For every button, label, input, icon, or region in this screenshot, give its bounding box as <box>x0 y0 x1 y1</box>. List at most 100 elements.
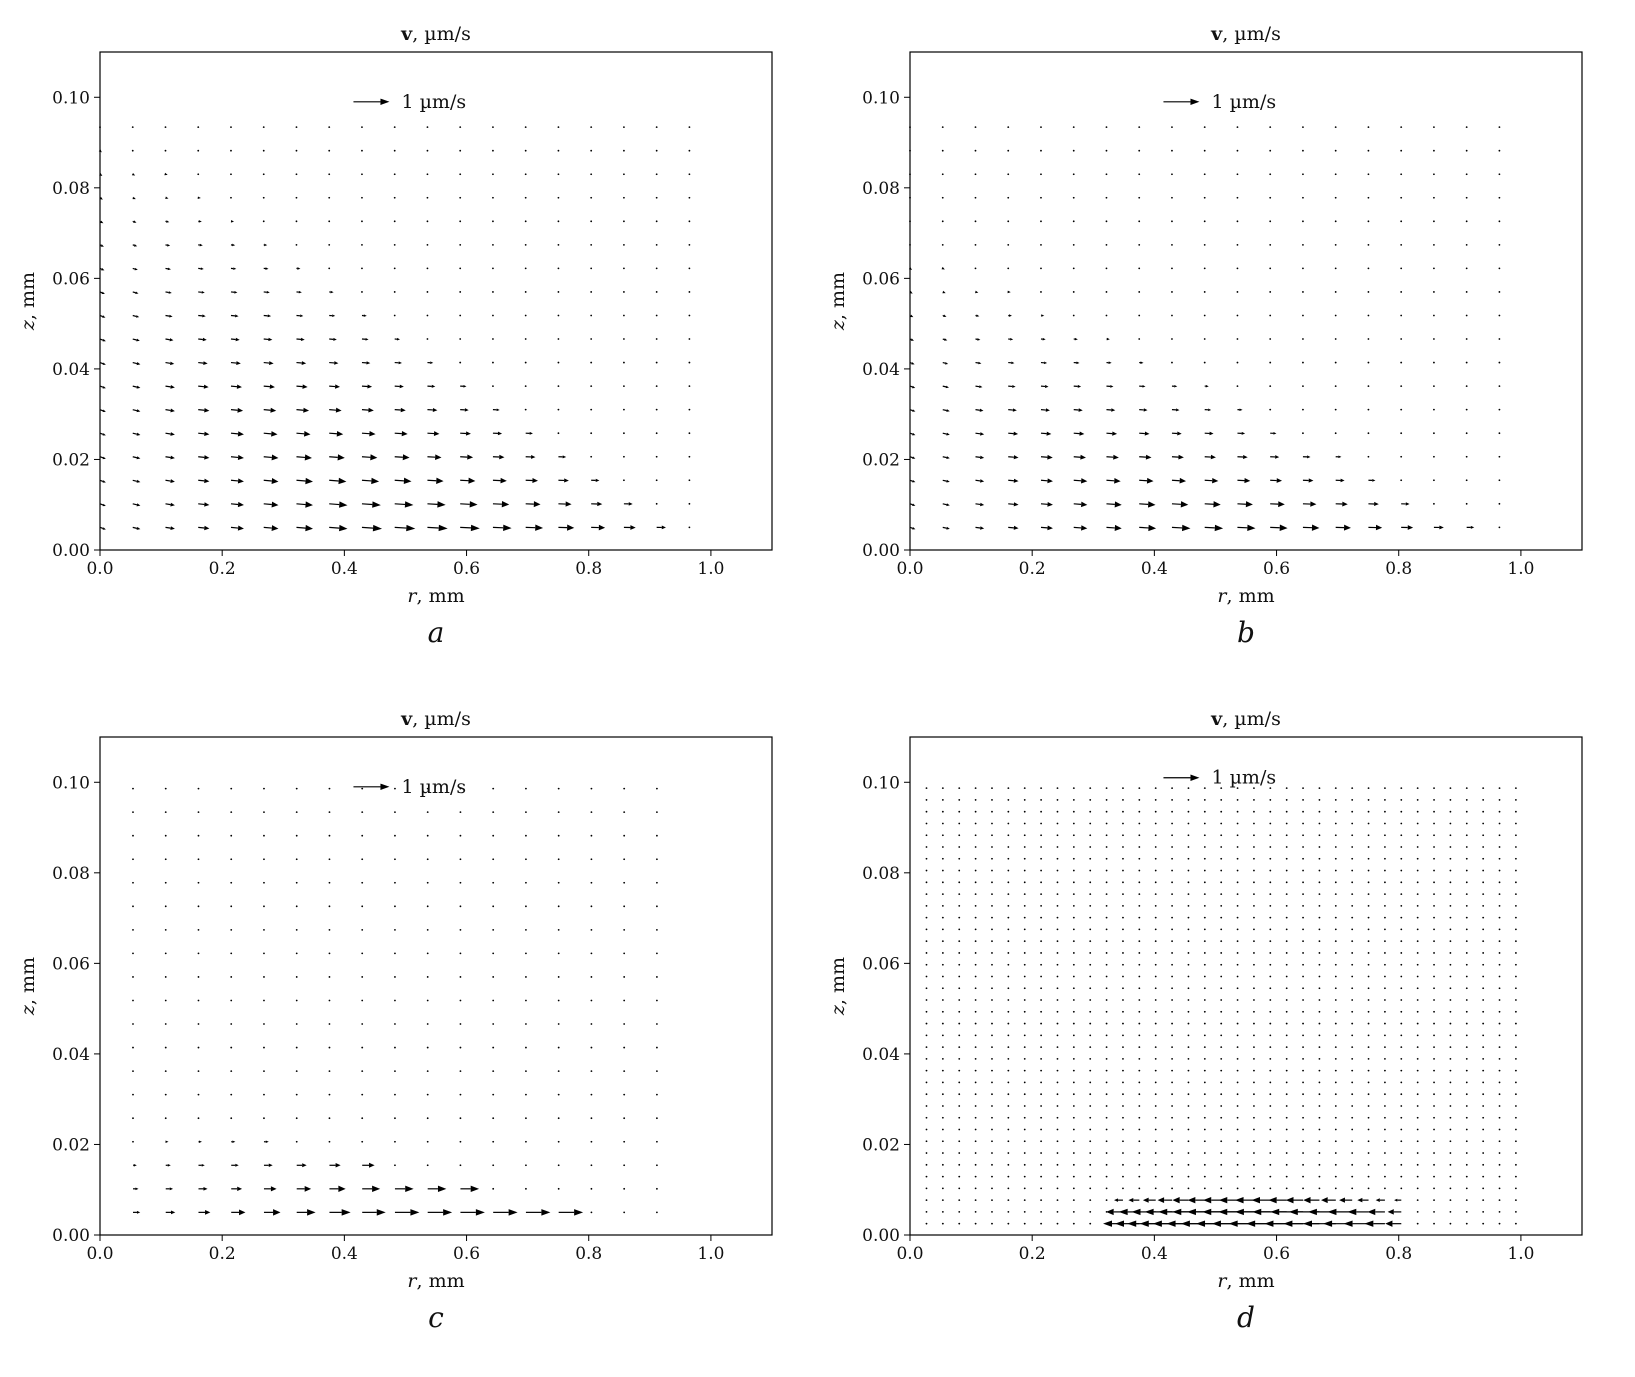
quiver-arrow <box>1154 987 1157 990</box>
quiver-arrow <box>1482 1057 1485 1060</box>
quiver-arrow <box>974 1105 977 1107</box>
quiver-arrow <box>1253 963 1255 966</box>
quiver-arrow <box>426 126 429 129</box>
quiver-arrow <box>1482 1128 1485 1131</box>
quiver-arrow <box>1105 799 1108 801</box>
quiver-arrow <box>132 1163 137 1167</box>
quiver-arrow <box>1187 1069 1190 1072</box>
quiver-arrow <box>1318 799 1321 801</box>
quiver-arrow <box>525 1070 527 1073</box>
quiver-arrow <box>394 407 406 413</box>
quiver-arrow <box>991 1128 993 1131</box>
quiver-arrow <box>1237 501 1253 508</box>
quiver-arrow <box>1416 846 1419 848</box>
quiver-arrow <box>590 126 593 129</box>
quiver-arrow <box>492 881 495 884</box>
quiver-arrow <box>1187 787 1190 790</box>
quiver-arrow <box>132 952 134 955</box>
quiver-arrow <box>1040 1034 1043 1037</box>
quiver-arrow <box>1171 881 1173 884</box>
quiver-arrow <box>459 787 462 790</box>
quiver-arrow <box>1351 940 1354 943</box>
quiver-arrow <box>1449 987 1452 990</box>
quiver-arrow <box>1253 846 1255 848</box>
quiver-arrow <box>1220 846 1223 848</box>
quiver-arrow <box>361 243 363 246</box>
quiver-arrow <box>1482 1046 1485 1049</box>
quiver-arrow <box>1007 1022 1010 1025</box>
quiver-arrow <box>198 384 209 389</box>
quiver-arrow <box>198 408 210 413</box>
quiver-arrow <box>361 1046 364 1049</box>
quiver-arrow <box>1302 1175 1304 1178</box>
quiver-arrow <box>329 1209 351 1216</box>
quiver-arrow <box>1056 1105 1059 1107</box>
quiver-arrow <box>1253 1069 1255 1072</box>
quiver-arrow <box>164 126 167 129</box>
quiver-arrow <box>1384 846 1386 848</box>
quiver-arrow <box>590 220 593 223</box>
quiver-arrow <box>1220 916 1223 919</box>
quiver-arrow <box>1138 338 1141 340</box>
quiver-arrow <box>1482 1163 1485 1166</box>
quiver-arrow <box>1187 1057 1190 1060</box>
quiver-arrow <box>1056 1116 1059 1119</box>
quiver-arrow <box>557 811 560 814</box>
quiver-arrow <box>925 881 928 884</box>
quiver-arrow <box>263 905 265 908</box>
quiver-arrow <box>1154 846 1157 848</box>
quiver-key-label: 1 µm/s <box>1211 91 1276 113</box>
quiver-arrow <box>361 337 369 341</box>
x-tick-label: 1.0 <box>1507 1244 1534 1264</box>
quiver-arrow <box>688 385 691 388</box>
quiver-arrow <box>1072 846 1075 848</box>
quiver-arrow <box>1465 857 1468 860</box>
quiver-arrow <box>1154 822 1157 825</box>
quiver-arrow <box>590 1070 593 1073</box>
quiver-arrow <box>974 963 977 966</box>
quiver-arrow <box>1007 869 1010 872</box>
quiver-arrow <box>1302 1105 1304 1107</box>
quiver-arrow <box>1007 987 1010 990</box>
quiver-arrow <box>1269 952 1272 954</box>
quiver-arrow <box>1449 1163 1452 1166</box>
quiver-arrow <box>1416 1105 1419 1107</box>
quiver-arrow <box>941 1140 944 1143</box>
quiver-arrow <box>1106 501 1122 508</box>
quiver-arrow <box>263 976 265 978</box>
quiver-arrow <box>1089 1093 1092 1096</box>
quiver-arrow <box>941 243 944 246</box>
quiver-arrow <box>459 881 462 884</box>
quiver-arrow <box>1400 1116 1403 1119</box>
quiver-arrow <box>1203 869 1206 872</box>
quiver-arrow <box>1400 455 1403 458</box>
quiver-arrow <box>1138 928 1141 931</box>
quiver-arrow <box>1072 1116 1075 1119</box>
quiver-arrow <box>1433 1163 1435 1166</box>
quiver-arrow <box>1023 810 1026 813</box>
quiver-arrow <box>1465 987 1468 990</box>
quiver-arrow <box>1368 524 1383 531</box>
quiver-arrow <box>1187 987 1190 990</box>
quiver-arrow <box>1072 291 1075 293</box>
quiver-arrow <box>1122 869 1124 872</box>
quiver-arrow <box>1400 810 1403 813</box>
quiver-arrow <box>1220 1163 1223 1166</box>
panel-label: c <box>428 1301 444 1334</box>
quiver-arrow <box>459 196 462 199</box>
quiver-arrow <box>1236 928 1239 931</box>
quiver-arrow <box>1400 799 1403 801</box>
quiver-arrow <box>393 220 396 223</box>
quiver-arrow <box>99 362 106 365</box>
quiver-arrow <box>1253 987 1255 990</box>
quiver-arrow <box>1007 173 1010 176</box>
quiver-arrow <box>165 1187 174 1191</box>
quiver-arrow <box>1449 975 1452 978</box>
quiver-arrow <box>656 811 658 814</box>
quiver-arrow <box>656 834 658 837</box>
quiver-arrow <box>1203 1140 1206 1143</box>
quiver-arrow <box>1482 952 1485 954</box>
quiver-arrow <box>361 524 383 532</box>
quiver-arrow <box>459 220 462 223</box>
quiver-arrow <box>1157 1197 1173 1204</box>
